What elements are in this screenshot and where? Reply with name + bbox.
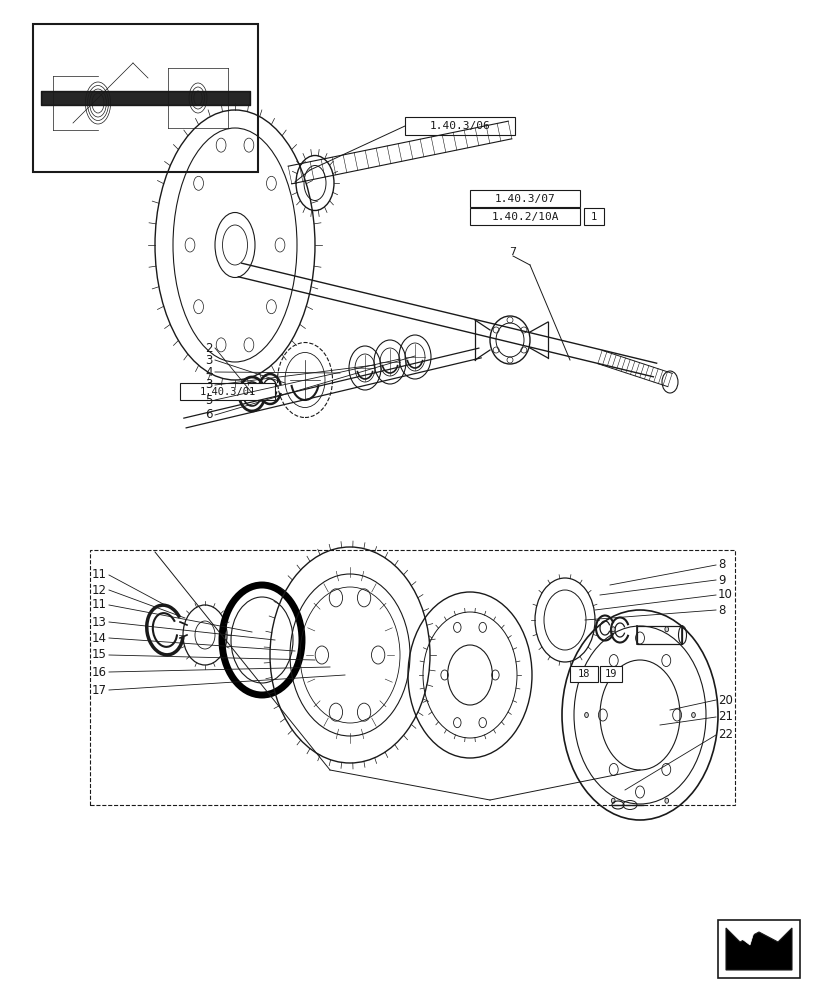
Bar [470,190,579,207]
Text: 1: 1 [590,212,596,222]
Text: 11: 11 [92,568,107,582]
Bar [90,550,734,805]
Ellipse shape [584,712,588,717]
Bar [717,920,799,978]
Bar [637,626,681,644]
Text: 3: 3 [205,354,213,366]
Text: 10: 10 [717,588,732,601]
Ellipse shape [664,798,667,803]
Bar [600,666,621,682]
Bar [179,383,275,400]
Ellipse shape [610,798,614,803]
Ellipse shape [691,712,695,717]
Text: 1.40.3/06: 1.40.3/06 [429,121,490,131]
Text: 17: 17 [92,684,107,696]
Polygon shape [729,930,753,945]
Bar [569,666,597,682]
Text: 16: 16 [92,666,107,678]
Text: 19: 19 [604,669,616,679]
Text: 20: 20 [717,694,732,706]
Text: 7: 7 [509,247,516,257]
Text: 3: 3 [205,378,213,391]
Text: 1.40.3/01: 1.40.3/01 [199,386,256,396]
Text: 6: 6 [205,408,213,422]
Ellipse shape [610,627,614,632]
Text: 22: 22 [717,728,732,741]
Text: 8: 8 [717,558,724,572]
Ellipse shape [664,627,667,632]
Text: 1.40.3/07: 1.40.3/07 [494,194,555,204]
Bar [404,117,514,135]
Text: 12: 12 [92,584,107,596]
Text: 9: 9 [717,574,724,586]
Text: 8: 8 [717,603,724,616]
Text: 14: 14 [92,632,107,644]
Text: 13: 13 [92,615,107,628]
Text: 18: 18 [577,669,590,679]
Bar [583,208,603,225]
Text: 21: 21 [717,710,732,723]
Text: 5: 5 [205,393,213,406]
Text: 15: 15 [92,648,107,662]
Text: 1.40.2/10A: 1.40.2/10A [490,212,558,222]
Bar [33,24,258,172]
Text: 2: 2 [205,342,213,355]
Polygon shape [725,928,791,970]
Text: 11: 11 [92,598,107,611]
Text: 4: 4 [205,365,213,378]
Bar [470,208,579,225]
